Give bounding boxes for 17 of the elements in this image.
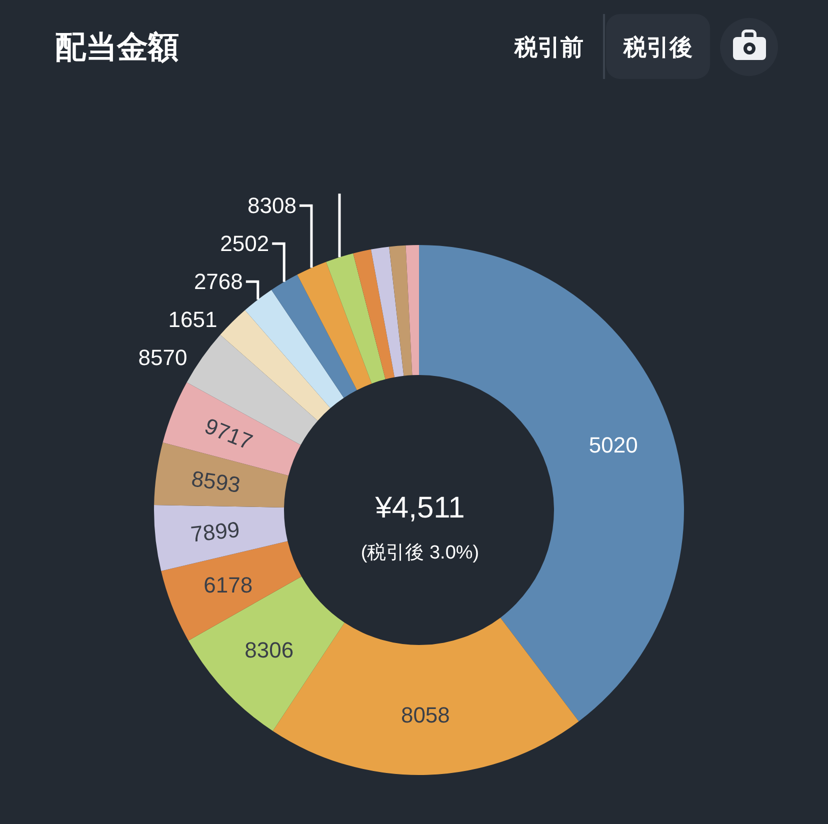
slice-label: 8058: [400, 702, 450, 728]
text: (税引後 3.0%): [360, 542, 480, 564]
slice-label: 2768: [194, 269, 243, 294]
slice-label: 8593: [190, 466, 242, 498]
text: 税引前: [514, 34, 584, 60]
text: ¥4,511: [374, 492, 465, 524]
slice-label: 7899: [190, 516, 241, 547]
slice-label: 8308: [248, 193, 296, 218]
slice-label: 5020: [588, 432, 638, 458]
text: 税引後: [622, 34, 692, 60]
slice-label: 8306: [244, 637, 294, 662]
slice-label: 1651: [168, 307, 218, 332]
slice-label: 9717: [201, 413, 256, 455]
chart-title: 配当金額: [55, 30, 179, 64]
slice-label: 6178: [204, 572, 253, 598]
slice-label: 2502: [220, 231, 270, 256]
slice-label: 8570: [138, 345, 188, 370]
